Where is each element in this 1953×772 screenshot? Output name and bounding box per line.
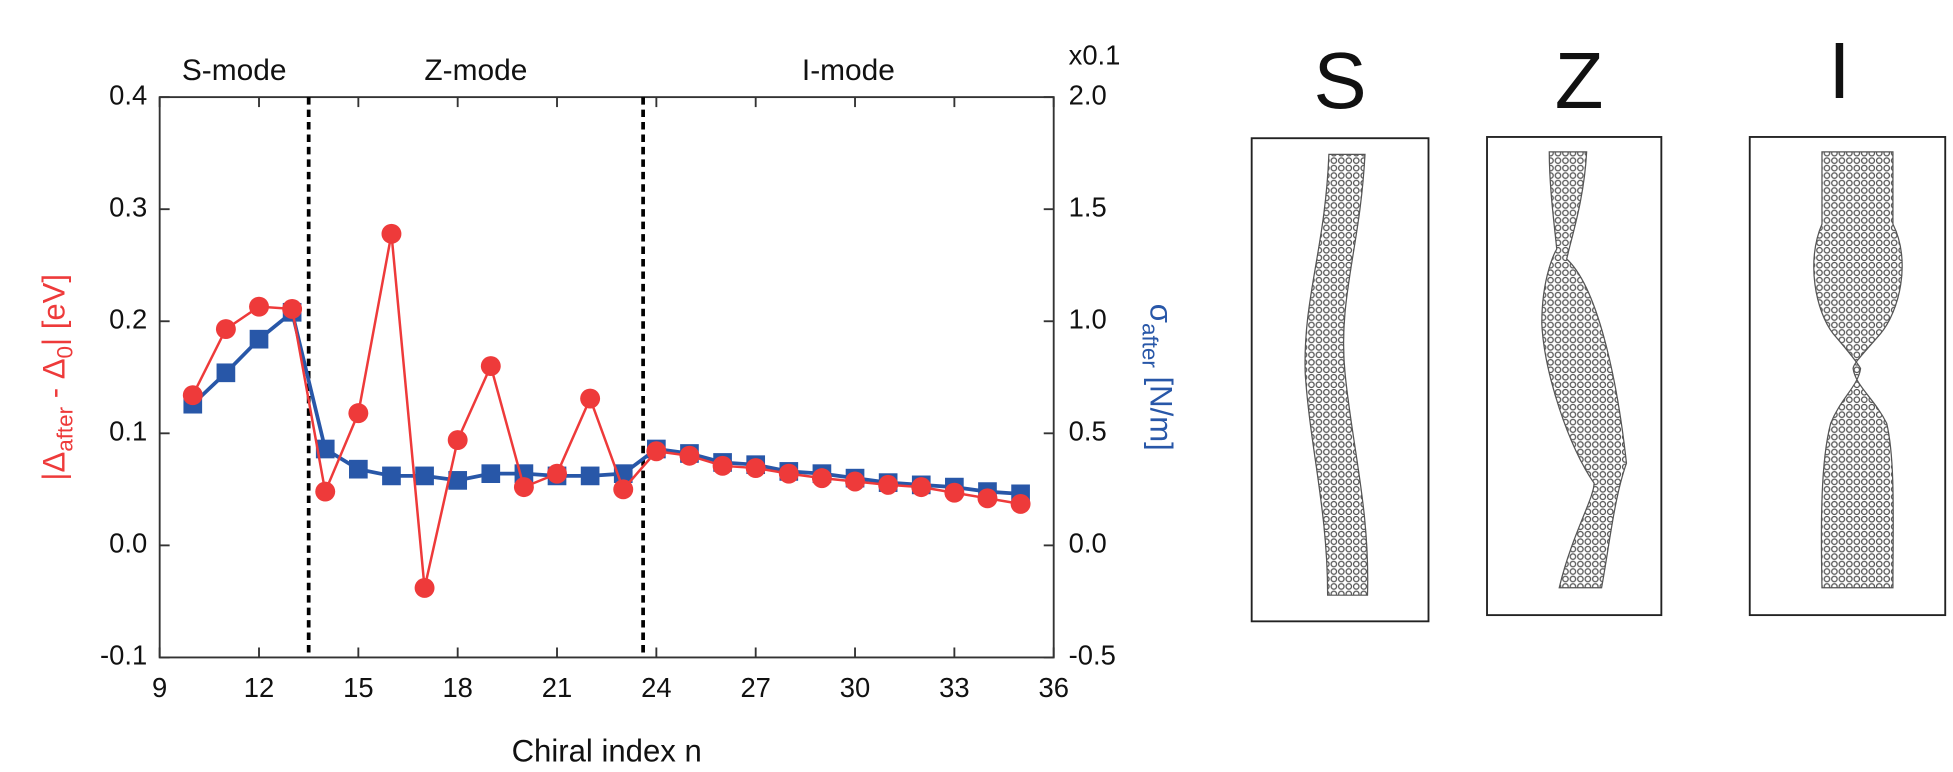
circle-marker: [414, 578, 435, 598]
y2-label-part: σ: [1143, 304, 1178, 323]
circle-marker: [381, 223, 402, 244]
circle-marker: [282, 298, 303, 319]
y-tick-label: 0.2: [109, 303, 147, 334]
circle-marker: [778, 463, 799, 484]
x-tick-label: 24: [641, 672, 671, 703]
x-tick-label: 36: [1038, 672, 1068, 703]
square-marker: [349, 459, 368, 479]
circle-marker: [580, 388, 601, 409]
circle-marker: [811, 468, 832, 489]
x-tick-label: 21: [542, 672, 572, 703]
y2-label-part: [N/m]: [1143, 368, 1178, 451]
x-tick-label: 30: [840, 672, 870, 703]
y-axis-label: |Δafter - Δ0| [eV]: [37, 274, 78, 481]
plot-frame: [158, 96, 1055, 659]
x-tick-label: 27: [740, 672, 770, 703]
y-label-part: |Δ: [37, 452, 72, 481]
y2-tick-label: -0.5: [1069, 640, 1116, 671]
square-marker: [249, 329, 269, 349]
y-tick-label: 0.4: [109, 79, 147, 110]
y2-tick-label: 0.0: [1069, 528, 1107, 559]
circle-marker: [315, 481, 336, 502]
square-marker: [481, 464, 501, 483]
circle-marker: [911, 477, 932, 498]
circle-marker: [547, 463, 567, 484]
panel-label: Z: [1555, 36, 1604, 125]
circle-marker: [977, 488, 998, 509]
circle-marker: [712, 455, 733, 476]
y-tick-label: 0.0: [109, 528, 147, 559]
square-marker: [216, 363, 236, 383]
y-label-part: 0: [52, 346, 77, 358]
y2-tick-label: 1.5: [1069, 191, 1107, 222]
circle-marker: [249, 296, 269, 317]
y-label-part: - Δ: [37, 358, 72, 406]
mode-label: I-mode: [802, 54, 895, 87]
circle-marker: [745, 458, 766, 479]
panel-label: I: [1828, 26, 1850, 115]
y-tick-label: 0.3: [109, 191, 147, 222]
y-label-part: | [eV]: [37, 274, 72, 346]
circle-marker: [679, 445, 700, 466]
y-tick-label: 0.1: [109, 416, 147, 447]
circle-marker: [1010, 493, 1031, 514]
z-tube: [1541, 151, 1628, 589]
circle-marker: [944, 482, 965, 503]
y2-tick-label: 0.5: [1069, 416, 1107, 447]
i-tube: [1813, 151, 1903, 589]
x-tick-label: 9: [152, 672, 167, 703]
y2-axis-label: σafter [N/m]: [1137, 304, 1178, 451]
y2-tick-label: 2.0: [1069, 79, 1107, 110]
y-tick-label: -0.1: [100, 640, 147, 671]
panel-box: [1250, 137, 1430, 623]
square-marker: [580, 466, 600, 486]
x-tick-label: 18: [442, 672, 472, 703]
y-label-part: after: [52, 406, 77, 451]
x-tick-label: 15: [343, 672, 373, 703]
panel-label: S: [1314, 36, 1367, 125]
circle-marker: [215, 319, 236, 340]
tube-panels: S Z I: [1250, 26, 1947, 623]
circle-marker: [613, 479, 634, 500]
panel-box: [1748, 136, 1947, 617]
x-tick-label: 12: [244, 672, 274, 703]
s-tube: [1304, 153, 1369, 596]
square-marker: [415, 466, 434, 486]
y2-tick-label: 1.0: [1069, 303, 1107, 334]
square-marker: [382, 466, 401, 486]
y2-annotation: x0.1: [1069, 40, 1121, 71]
circle-marker: [348, 403, 369, 424]
circle-marker: [845, 471, 865, 492]
circle-marker: [878, 474, 899, 495]
square-marker: [448, 471, 468, 490]
x-tick-label: 33: [939, 672, 969, 703]
x-axis-label: Chiral index n: [512, 734, 702, 769]
y2-label-part: after: [1137, 323, 1162, 368]
series-line: [191, 308, 1021, 496]
mode-label: S-mode: [182, 54, 287, 87]
circle-marker: [513, 477, 534, 498]
circle-marker: [447, 430, 468, 451]
circle-marker: [182, 385, 203, 406]
panel-box: [1486, 136, 1663, 617]
circle-marker: [646, 441, 667, 462]
mode-label: Z-mode: [424, 54, 527, 87]
square-marker: [315, 439, 335, 459]
circle-marker: [480, 356, 501, 377]
